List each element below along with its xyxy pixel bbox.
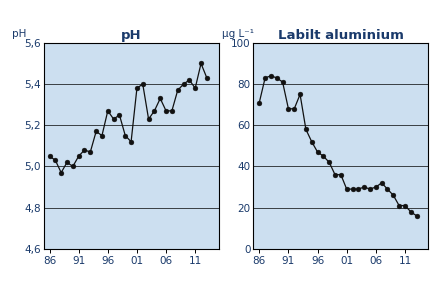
Title: Labilt aluminium: Labilt aluminium — [278, 29, 404, 42]
Title: pH: pH — [121, 29, 142, 42]
Text: pH: pH — [12, 29, 27, 39]
Text: μg L⁻¹: μg L⁻¹ — [222, 29, 254, 39]
